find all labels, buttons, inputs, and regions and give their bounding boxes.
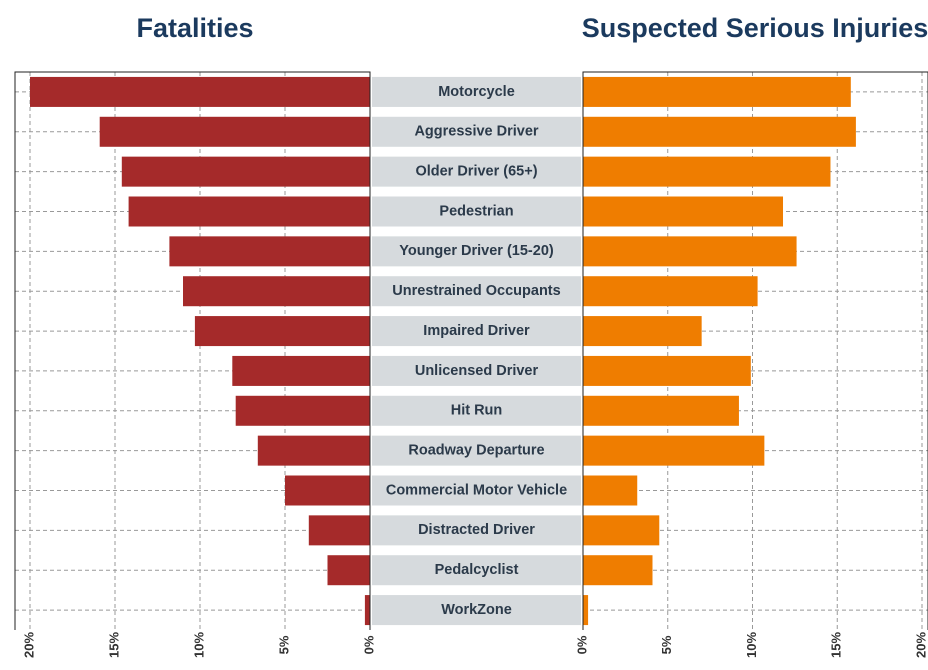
x-tick-label: 0% [574, 635, 589, 654]
category-box [372, 595, 581, 626]
bar [327, 555, 370, 586]
x-tick-label: 10% [191, 632, 206, 658]
category-label: Younger Driver (15-20) [399, 243, 554, 259]
category-label: Aggressive Driver [414, 124, 538, 140]
category-box [372, 116, 581, 147]
panel-frame [14, 71, 371, 630]
category-label: WorkZone [441, 602, 512, 618]
bar [583, 156, 831, 187]
category-box [372, 395, 581, 426]
x-tick-label: 20% [21, 632, 36, 658]
x-tick-label: 20% [913, 632, 928, 658]
bar [583, 236, 797, 267]
category-box [372, 555, 581, 586]
bar [583, 76, 851, 107]
bar [235, 395, 370, 426]
panel-frame [582, 71, 928, 630]
bar [99, 116, 370, 147]
category-label: Commercial Motor Vehicle [386, 482, 567, 498]
bar [232, 355, 370, 386]
bar [183, 276, 370, 307]
category-box [372, 355, 581, 386]
category-box [372, 156, 581, 187]
panel-title: Fatalities [136, 13, 253, 43]
bar [583, 515, 660, 546]
bar [583, 276, 758, 307]
bar [583, 196, 784, 227]
category-label: Impaired Driver [423, 323, 530, 339]
bar [128, 196, 370, 227]
x-tick-label: 5% [276, 635, 291, 654]
bar [583, 595, 589, 626]
bar [121, 156, 370, 187]
category-label: Motorcycle [438, 84, 515, 100]
bar [583, 316, 702, 347]
category-box [372, 316, 581, 347]
category-label: Unrestrained Occupants [392, 283, 560, 299]
category-label: Distracted Driver [418, 522, 535, 538]
bar [583, 395, 739, 426]
bar [364, 595, 370, 626]
bar [583, 355, 751, 386]
category-box [372, 475, 581, 506]
x-tick-label: 15% [106, 632, 121, 658]
panel-title: Suspected Serious Injuries [582, 13, 928, 43]
bar [169, 236, 370, 267]
category-label: Roadway Departure [408, 442, 544, 458]
x-tick-label: 0% [361, 635, 376, 654]
category-label: Hit Run [451, 403, 503, 419]
bar [308, 515, 370, 546]
x-tick-label: 5% [659, 635, 674, 654]
category-box [372, 276, 581, 307]
category-box [372, 76, 581, 107]
x-tick-label: 10% [744, 632, 759, 658]
bar [257, 435, 370, 466]
x-tick-label: 15% [829, 632, 844, 658]
category-label: Older Driver (65+) [415, 163, 537, 179]
bar [583, 116, 856, 147]
category-box [372, 236, 581, 267]
category-box [372, 435, 581, 466]
category-label: Pedalcyclist [435, 562, 519, 578]
category-box [372, 196, 581, 227]
bar [583, 475, 638, 506]
category-label: Unlicensed Driver [415, 363, 539, 379]
category-box [372, 515, 581, 546]
bar [583, 555, 653, 586]
bar [30, 76, 370, 107]
bar [285, 475, 370, 506]
bar [583, 435, 765, 466]
bar [194, 316, 370, 347]
category-label: Pedestrian [439, 203, 513, 219]
